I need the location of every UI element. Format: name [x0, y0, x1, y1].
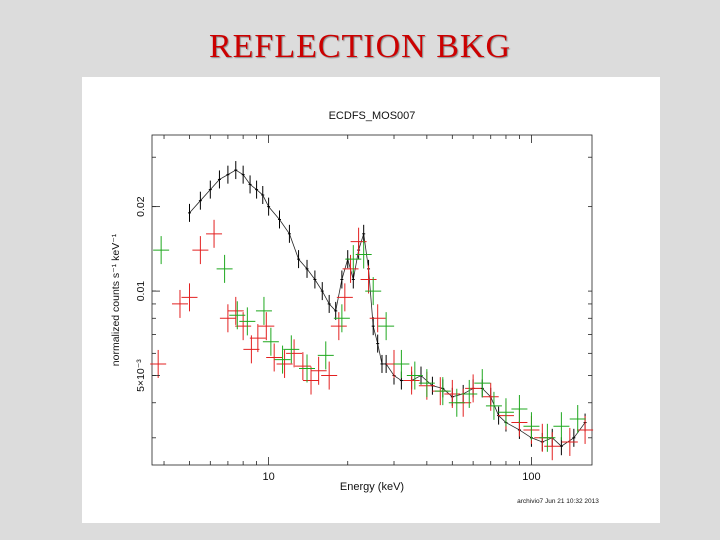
spectrum-chart: ECDFS_MOS007 10 100 5×10⁻³ 0.01 0.02 Energy … — [110, 110, 599, 505]
y-tick-label: 0.02 — [135, 196, 147, 217]
series-layer — [150, 161, 594, 461]
series-2 — [153, 236, 586, 452]
y-tick-label: 5×10⁻³ — [135, 359, 147, 392]
x-tick-label: 100 — [522, 471, 540, 483]
slide-title: REFLECTION BKG — [208, 28, 512, 65]
plot-frame — [151, 134, 593, 466]
plot-panel: ECDFS_MOS007 10 100 5×10⁻³ 0.01 0.02 Energy … — [82, 77, 660, 523]
series-1 — [150, 219, 594, 461]
y-axis-label: normalized counts s⁻¹ keV⁻¹ — [110, 233, 122, 366]
x-axis-label: Energy (keV) — [340, 481, 404, 493]
x-tick-label: 10 — [262, 471, 274, 483]
chart-title: ECDFS_MOS007 — [329, 110, 416, 122]
y-tick-label: 0.01 — [135, 281, 147, 302]
series-line — [189, 169, 586, 447]
axis-layer: 10 100 5×10⁻³ 0.01 0.02 — [135, 135, 592, 483]
footer-text: archivio7 Jun 21 10:32 2013 — [517, 498, 599, 505]
